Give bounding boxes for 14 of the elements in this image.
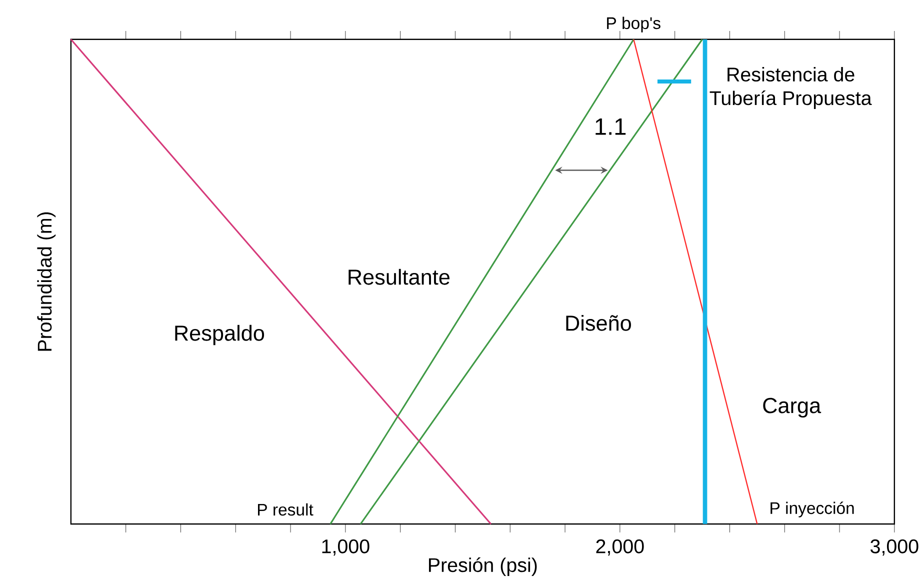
series-label: Resultante [348,268,450,285]
series-label: Respaldo [175,324,264,346]
annotation: P inyección [770,502,854,518]
series-label: Carga [763,398,822,418]
y-axis-title: Profundidad (m) [37,212,56,351]
legend-label: Resistencia de Tubería Propuesta [710,66,872,109]
x-tick-label: 1,000 [322,539,370,556]
x-axis-title: Presión (psi) [428,557,537,576]
text: Diseño [566,314,631,331]
x-tick-label: 3,000 [870,539,918,556]
annotation: P result [258,503,314,516]
annotation: 1.1 [596,118,626,135]
text: P bop's [607,16,660,32]
x-tick-label: 2,000 [596,539,644,556]
